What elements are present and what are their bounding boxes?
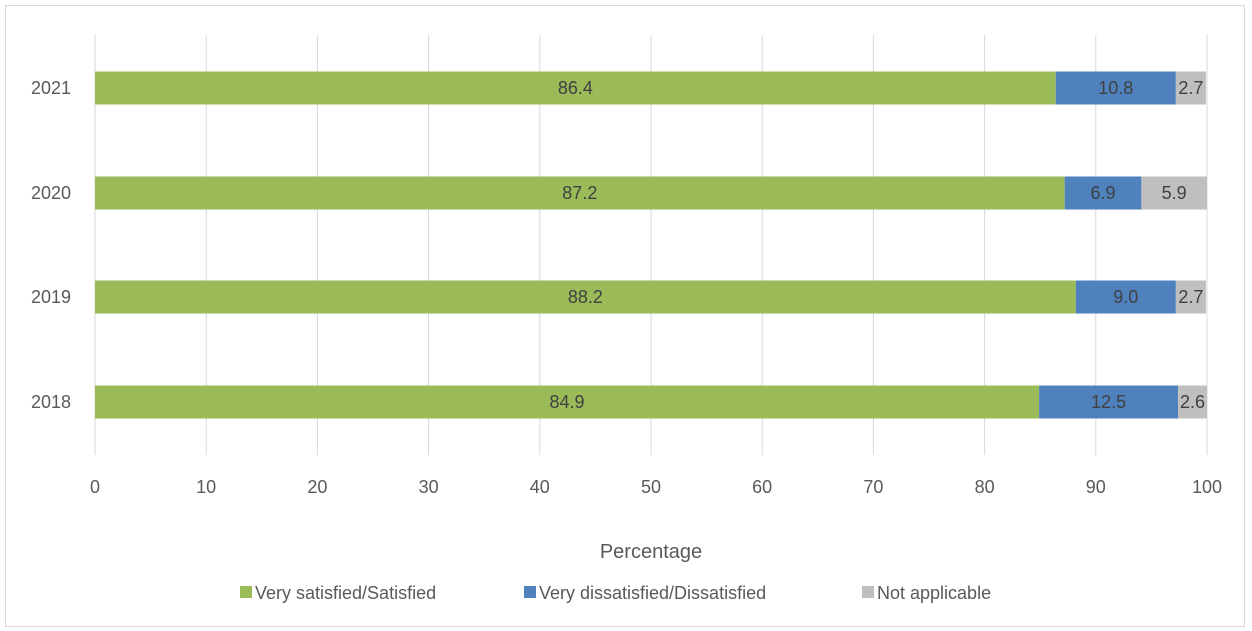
legend-swatch: [240, 586, 252, 598]
x-tick-label: 30: [419, 477, 439, 497]
bar-segment: [95, 280, 1076, 314]
data-label: 87.2: [562, 183, 597, 203]
y-axis-tick-labels: 2021 2020 2019 2018: [31, 78, 71, 412]
data-label: 12.5: [1091, 392, 1126, 412]
data-label: 2.7: [1178, 78, 1203, 98]
bar-segment: [1175, 280, 1206, 314]
bar-segment: [1141, 176, 1207, 210]
x-tick-label: 60: [752, 477, 772, 497]
legend-label: Very dissatisfied/Dissatisfied: [539, 583, 766, 603]
data-label: 2.7: [1178, 287, 1203, 307]
chart-frame: [5, 5, 1245, 627]
data-label: 86.4: [558, 78, 593, 98]
x-tick-label: 50: [641, 477, 661, 497]
bars: [95, 71, 1207, 419]
data-labels: 86.4 10.8 2.7 87.2 6.9 5.9 88.2 9.0 2.7 84.9 12.5 2…: [550, 78, 1206, 412]
y-tick-label: 2019: [31, 287, 71, 307]
x-tick-label: 20: [307, 477, 327, 497]
x-tick-label: 0: [90, 477, 100, 497]
data-label: 6.9: [1091, 183, 1116, 203]
x-tick-label: 10: [196, 477, 216, 497]
bar-segment: [95, 176, 1065, 210]
gridlines: [94, 35, 1208, 455]
legend: Very satisfied/Satisfied Very dissatisfie…: [240, 583, 991, 603]
bar-segment: [1055, 71, 1176, 105]
x-tick-label: 70: [863, 477, 883, 497]
data-label: 88.2: [568, 287, 603, 307]
bar-segment: [1175, 71, 1206, 105]
x-axis-title: Percentage: [600, 541, 702, 563]
data-label: 2.6: [1180, 392, 1205, 412]
x-tick-label: 90: [1086, 477, 1106, 497]
y-tick-label: 2018: [31, 392, 71, 412]
data-label: 5.9: [1162, 183, 1187, 203]
legend-label: Very satisfied/Satisfied: [255, 583, 436, 603]
legend-swatch: [524, 586, 536, 598]
y-tick-label: 2021: [31, 78, 71, 98]
bar-segment: [1178, 385, 1207, 419]
data-label: 10.8: [1098, 78, 1133, 98]
bar-segment: [95, 385, 1040, 419]
y-tick-label: 2020: [31, 183, 71, 203]
x-tick-label: 100: [1192, 477, 1222, 497]
bar-segment: [1039, 385, 1179, 419]
data-label: 9.0: [1113, 287, 1138, 307]
legend-swatch: [862, 586, 874, 598]
bar-segment: [95, 71, 1056, 105]
legend-label: Not applicable: [877, 583, 991, 603]
bar-segment: [1064, 176, 1142, 210]
x-tick-label: 80: [975, 477, 995, 497]
bar-segment: [1075, 280, 1176, 314]
x-axis-tick-labels: 0 10 20 30 40 50 60 70 80 90 100: [90, 477, 1222, 497]
data-label: 84.9: [550, 392, 585, 412]
x-tick-label: 40: [530, 477, 550, 497]
